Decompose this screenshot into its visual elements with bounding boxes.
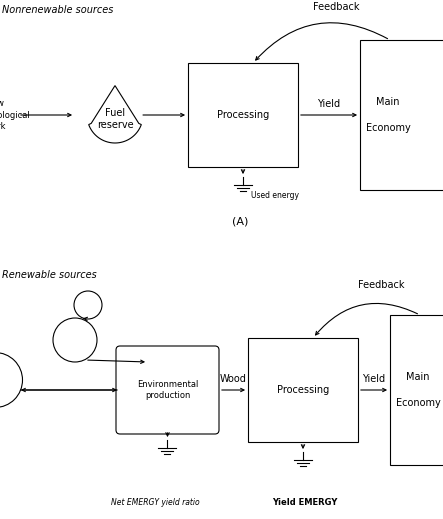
Text: Main

Economy: Main Economy xyxy=(396,372,440,408)
Circle shape xyxy=(53,318,97,362)
Text: ow
eological
ork: ow eological ork xyxy=(0,100,30,131)
Bar xyxy=(188,63,298,167)
Bar xyxy=(360,40,443,190)
Text: Renewable sources: Renewable sources xyxy=(2,270,97,280)
Text: Feedback: Feedback xyxy=(358,280,405,290)
Circle shape xyxy=(74,291,102,319)
Text: Feedback: Feedback xyxy=(313,2,360,12)
Bar xyxy=(248,338,358,442)
Text: Fuel
reserve: Fuel reserve xyxy=(97,108,133,130)
FancyBboxPatch shape xyxy=(116,346,219,434)
Text: Wood: Wood xyxy=(220,374,247,384)
Text: Processing: Processing xyxy=(277,385,329,395)
Text: Processing: Processing xyxy=(217,110,269,120)
Text: Yield: Yield xyxy=(318,99,341,109)
Bar xyxy=(390,315,443,465)
Text: Environmental
production: Environmental production xyxy=(137,380,198,400)
Polygon shape xyxy=(89,86,141,143)
Text: Used energy: Used energy xyxy=(251,191,299,200)
Text: Nonrenewable sources: Nonrenewable sources xyxy=(2,5,113,15)
Text: Yield EMERGY: Yield EMERGY xyxy=(272,498,338,507)
Text: Net EMERGY yield ratio: Net EMERGY yield ratio xyxy=(111,498,199,507)
Text: (A): (A) xyxy=(232,217,248,227)
Text: Main

Economy: Main Economy xyxy=(365,97,410,133)
Text: Yield: Yield xyxy=(362,374,385,384)
